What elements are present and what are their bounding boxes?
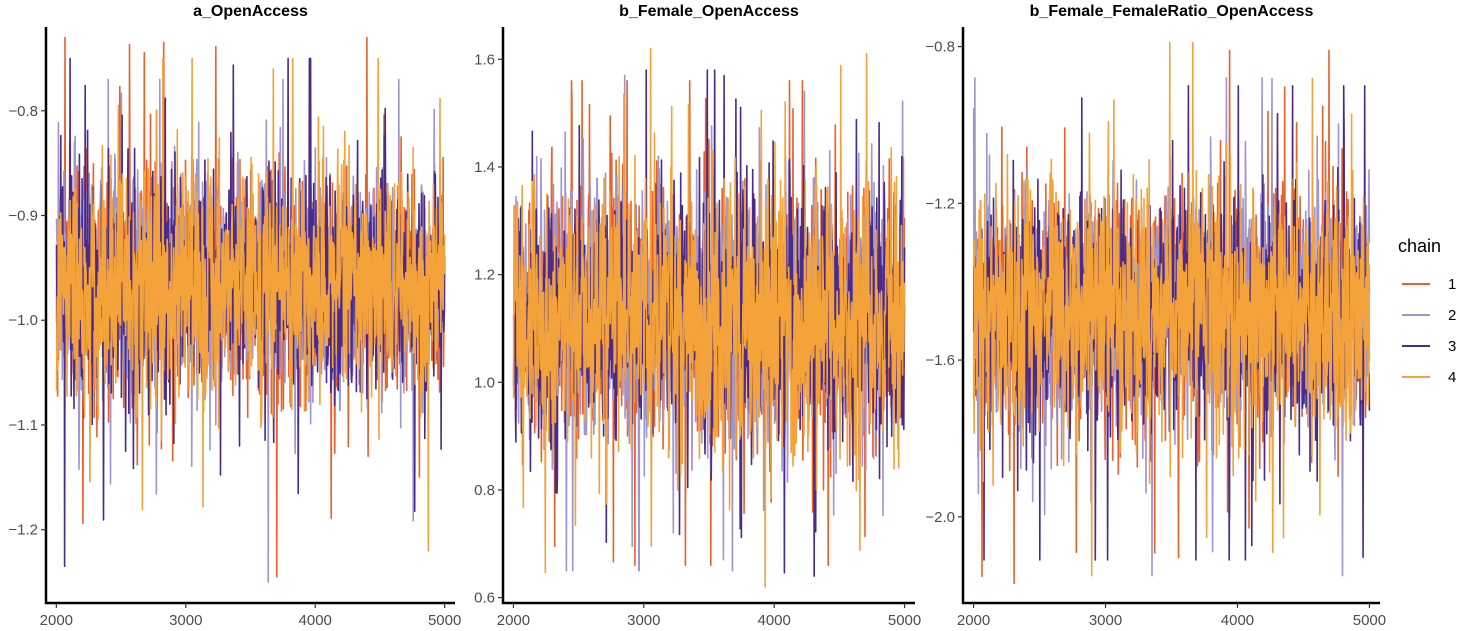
traces	[55, 36, 446, 583]
y-tick-label: 1.6	[474, 51, 495, 68]
legend-label: 3	[1448, 338, 1456, 355]
y-tick-label: −1.1	[8, 417, 38, 434]
x-tick-label: 4000	[1221, 612, 1254, 629]
x-tick-label: 4000	[299, 612, 332, 629]
panel-title: b_Female_OpenAccess	[619, 3, 799, 20]
y-tick-label: −0.9	[8, 208, 38, 225]
panel-title: a_OpenAccess	[193, 3, 308, 20]
legend-label: 4	[1448, 369, 1456, 386]
legend: chain 1 2 3 4	[1398, 236, 1456, 386]
panel-title: b_Female_FemaleRatio_OpenAccess	[1030, 3, 1314, 20]
y-tick-label: 1.0	[474, 374, 495, 391]
y-tick-label: 1.4	[474, 159, 495, 176]
y-tick-label: −1.2	[8, 522, 38, 539]
legend-title: chain	[1398, 236, 1441, 256]
panels: a_OpenAccess −1.2 −1.1 −1.0 −0.9 −0.8 2000 3000…	[8, 3, 1386, 629]
y-tick-label: −0.8	[925, 39, 955, 56]
traces	[972, 41, 1371, 585]
y-tick-label: −1.0	[8, 312, 38, 329]
traces	[512, 47, 906, 588]
x-tick-label: 5000	[888, 612, 921, 629]
x-tick-label: 2000	[957, 612, 990, 629]
x-tick-label: 2000	[40, 612, 73, 629]
y-tick-label: 0.6	[474, 590, 495, 607]
y-tick-label: −2.0	[925, 509, 955, 526]
x-tick-label: 3000	[1089, 612, 1122, 629]
panel-3: b_Female_FemaleRatio_OpenAccess −2.0 −1.6 −…	[925, 3, 1386, 629]
panel-1: a_OpenAccess −1.2 −1.1 −1.0 −0.9 −0.8 2000 3000…	[8, 3, 461, 629]
x-tick-label: 4000	[758, 612, 791, 629]
x-tick-label: 3000	[627, 612, 660, 629]
legend-label: 1	[1448, 276, 1456, 293]
panel-2: b_Female_OpenAccess 0.6 0.8 1.0 1.2 1.4 1.6 200…	[474, 3, 921, 629]
x-tick-label: 3000	[169, 612, 202, 629]
x-tick-label: 5000	[428, 612, 461, 629]
x-tick-label: 5000	[1353, 612, 1386, 629]
series-chain-4	[972, 41, 1371, 577]
y-tick-label: 1.2	[474, 267, 495, 284]
series-chain-4	[55, 57, 446, 552]
legend-label: 2	[1448, 307, 1456, 324]
y-tick-label: −0.8	[8, 103, 38, 120]
y-tick-label: 0.8	[474, 482, 495, 499]
y-tick-label: −1.2	[925, 195, 955, 212]
series-chain-4	[512, 47, 906, 588]
y-tick-label: −1.6	[925, 352, 955, 369]
x-tick-label: 2000	[497, 612, 530, 629]
